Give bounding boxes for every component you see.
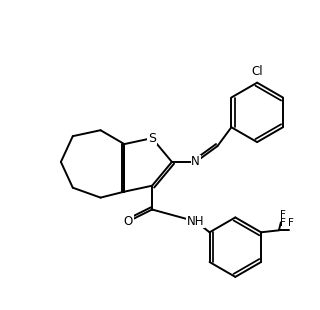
Text: F: F xyxy=(280,210,286,220)
Text: Cl: Cl xyxy=(251,65,263,78)
Text: N: N xyxy=(191,155,200,168)
Text: NH: NH xyxy=(187,215,204,228)
Text: F: F xyxy=(288,218,294,228)
Text: S: S xyxy=(148,132,156,145)
Text: O: O xyxy=(124,215,133,228)
Text: F: F xyxy=(280,218,286,228)
